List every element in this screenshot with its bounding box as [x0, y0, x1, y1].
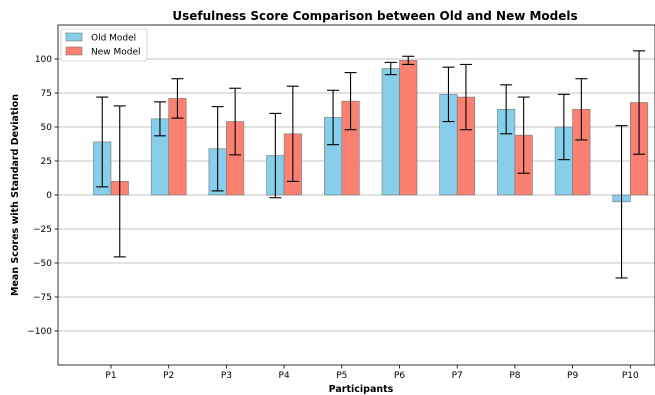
x-tick-label: P9 — [567, 371, 578, 381]
y-tick-label: −50 — [33, 259, 52, 269]
x-tick-label: P4 — [279, 371, 290, 381]
x-axis-label: Participants — [329, 384, 394, 395]
chart-title: Usefulness Score Comparison between Old … — [172, 9, 577, 23]
x-tick-label: P8 — [509, 371, 520, 381]
legend-label-new-model: New Model — [91, 48, 141, 58]
y-tick-label: 75 — [41, 89, 52, 99]
legend-swatch-old-model — [65, 32, 83, 42]
y-tick-label: −100 — [27, 327, 52, 337]
y-tick-label: 100 — [35, 55, 52, 65]
bar-old-model — [381, 68, 400, 196]
y-tick-label: 25 — [41, 157, 52, 167]
y-tick-label: 50 — [41, 123, 53, 133]
legend-label-old-model: Old Model — [91, 34, 136, 44]
legend-frame — [60, 28, 148, 62]
y-axis-ticks: −100 −75 −50 −25 0 25 50 75 100 — [27, 55, 58, 337]
x-tick-label: P3 — [221, 371, 232, 381]
x-tick-label: P10 — [622, 371, 639, 381]
legend: Old Model New Model — [60, 28, 148, 62]
x-tick-label: P6 — [394, 371, 405, 381]
y-tick-label: 0 — [46, 191, 52, 201]
y-tick-label: −75 — [33, 293, 52, 303]
x-tick-label: P1 — [105, 371, 116, 381]
x-tick-label: P5 — [336, 371, 347, 381]
legend-swatch-new-model — [65, 46, 83, 56]
bars — [93, 60, 649, 203]
error-bars — [96, 50, 646, 279]
y-axis-label: Mean Scores with Standard Deviation — [10, 94, 21, 296]
x-tick-label: P2 — [163, 371, 174, 381]
x-tick-label: P7 — [452, 371, 463, 381]
y-tick-label: −25 — [33, 225, 52, 235]
bar-new-model — [399, 60, 418, 196]
x-axis-ticks: P1 P2 P3 P4 P5 P6 P7 P8 P9 P10 — [105, 365, 639, 381]
